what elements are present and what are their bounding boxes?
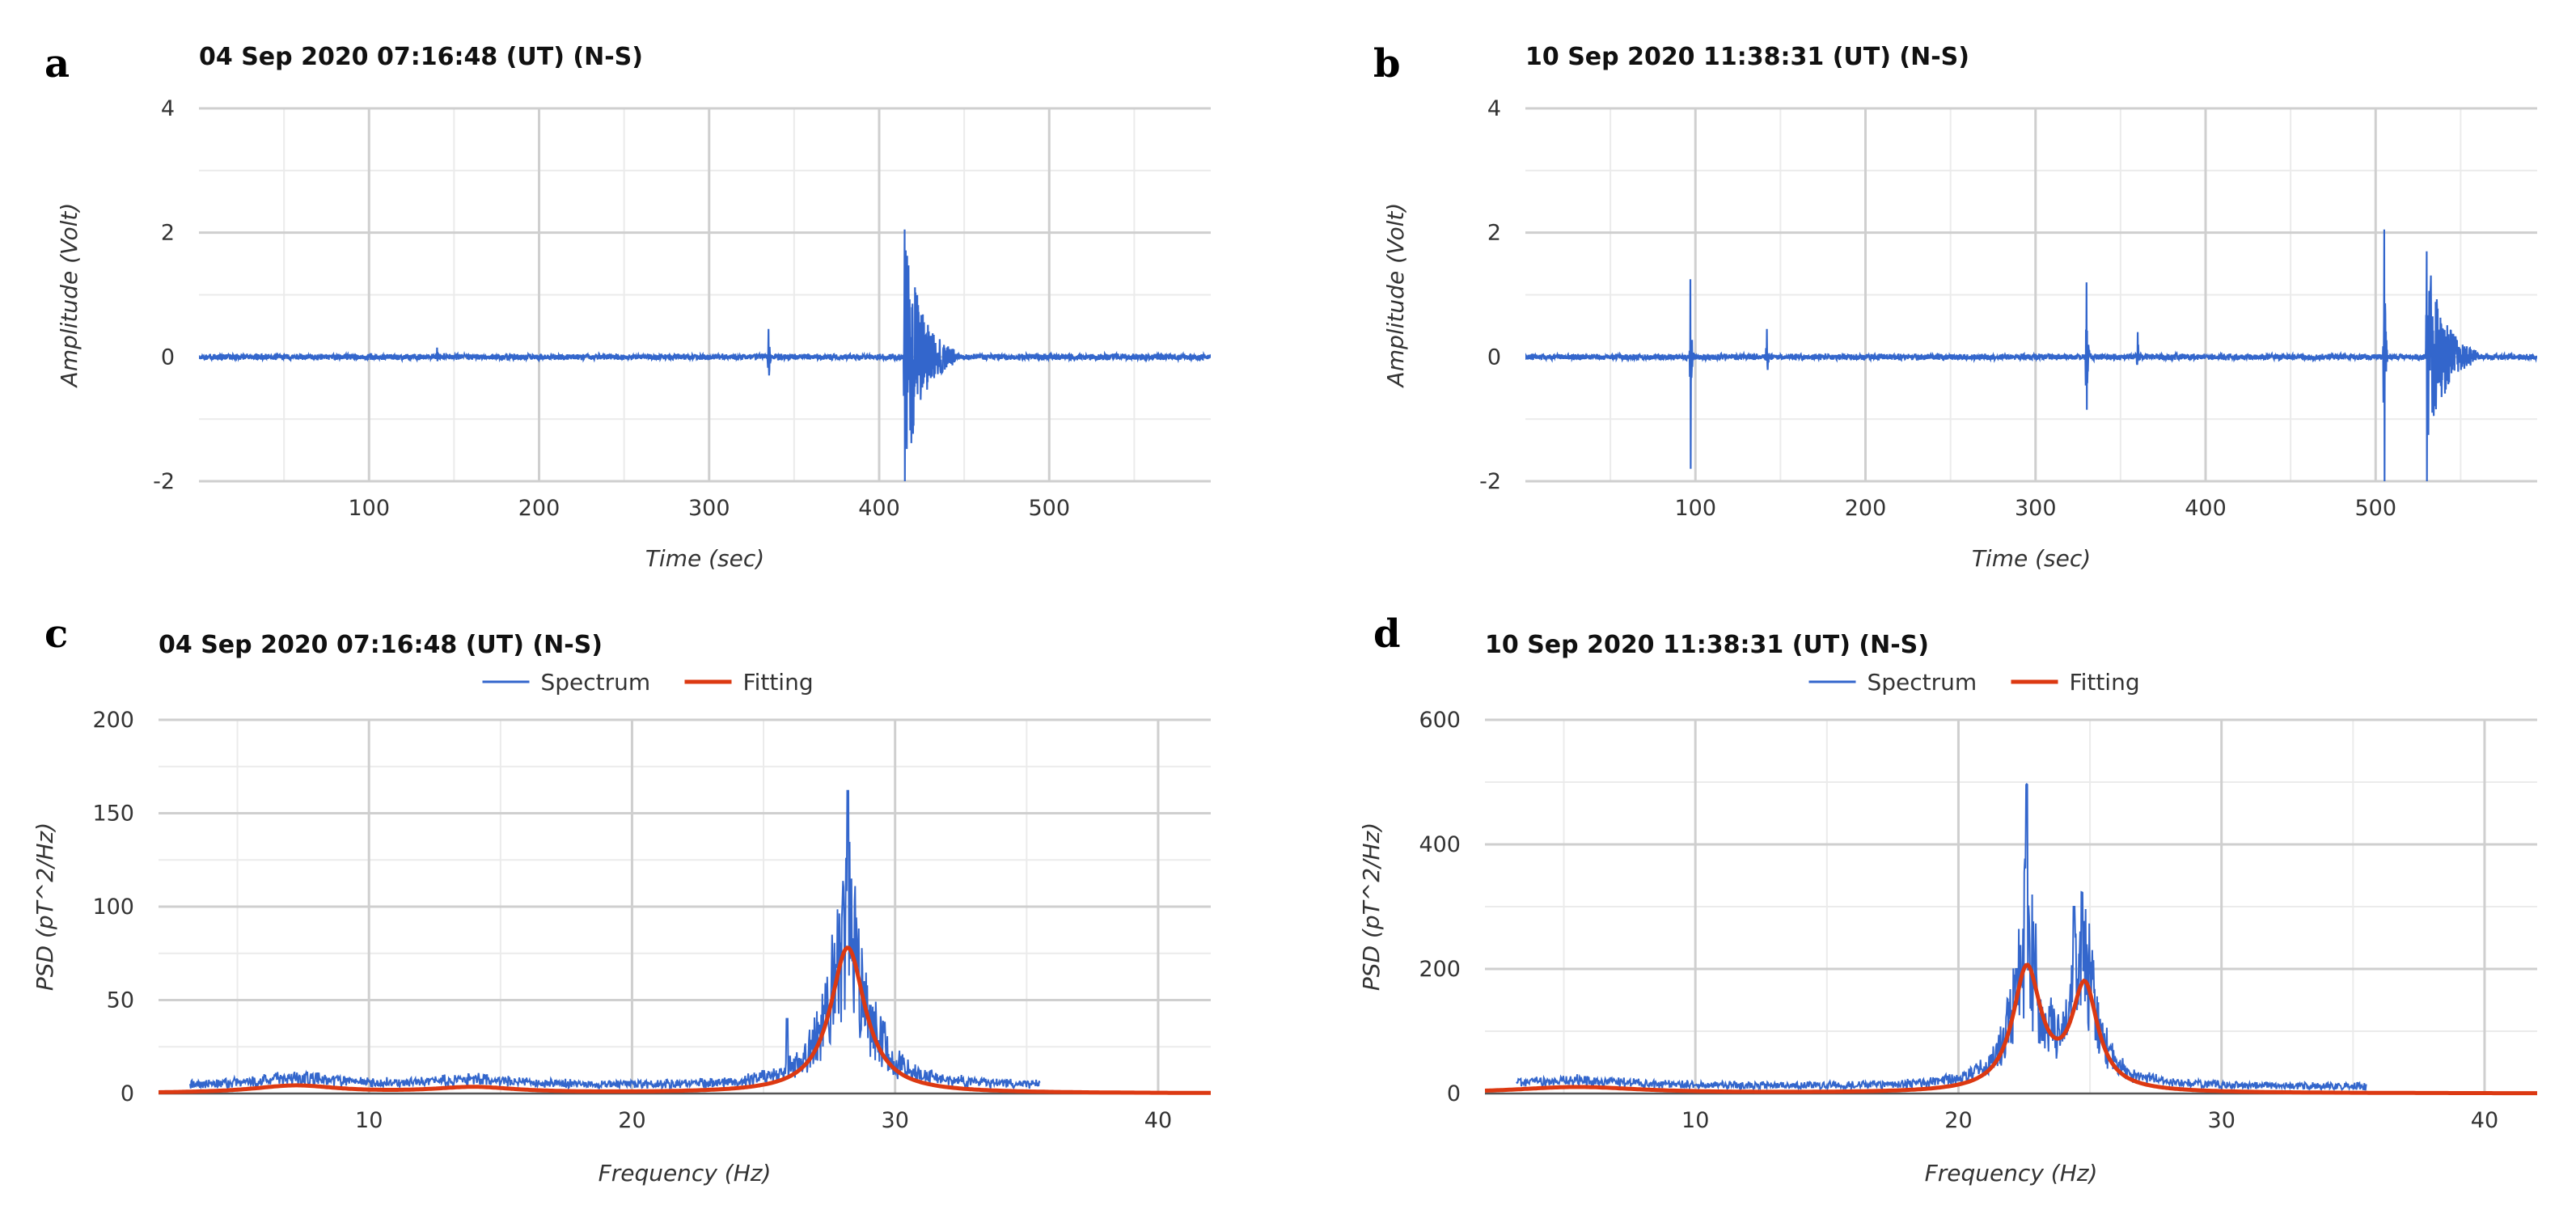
y-tick-label: 2: [1487, 221, 1501, 246]
y-tick-label: 0: [121, 1081, 134, 1106]
legend-label-spectrum: Spectrum: [1867, 669, 1977, 696]
plot-area: [1525, 229, 2537, 482]
plot-area: [159, 789, 1211, 1095]
chart-title: 04 Sep 2020 07:16:48 (UT) (N-S): [159, 631, 603, 659]
y-tick-label: 4: [161, 96, 175, 121]
x-axis-label: Frequency (Hz): [599, 1160, 772, 1187]
legend: Spectrum Fitting: [1808, 669, 2140, 696]
x-axis-label: Time (sec): [645, 545, 764, 572]
y-axis-label: Amplitude (Volt): [56, 203, 82, 389]
legend-label-fitting: Fitting: [2070, 669, 2140, 696]
chart-panel-d: d 10 Sep 2020 11:38:31 (UT) (N-S) 10 20 30 40…: [1358, 611, 2537, 1187]
x-tick-label: 10: [1681, 1108, 1709, 1133]
plot-area: [199, 229, 1211, 482]
plot-area: [1485, 783, 2537, 1096]
x-tick-label: 200: [518, 496, 560, 521]
y-tick-label: 400: [1419, 832, 1461, 857]
y-tick-label: 2: [161, 221, 175, 246]
panel-letter: b: [1373, 41, 1401, 87]
x-tick-label: 10: [355, 1108, 383, 1133]
y-tick-label: 0: [1487, 345, 1501, 370]
x-tick-label: 20: [618, 1108, 645, 1133]
x-tick-label: 400: [2185, 496, 2227, 521]
x-tick-label: 40: [1144, 1108, 1172, 1133]
chart-title: 04 Sep 2020 07:16:48 (UT) (N-S): [199, 43, 643, 71]
chart-panel-a: a 04 Sep 2020 07:16:48 (UT) (N-S) 100 200 30…: [44, 41, 1211, 572]
grid: [159, 718, 1211, 1095]
y-tick-label: 4: [1487, 96, 1501, 121]
x-tick-label: 30: [882, 1108, 909, 1133]
chart-title: 10 Sep 2020 11:38:31 (UT) (N-S): [1485, 631, 1929, 659]
y-tick-label: 100: [92, 895, 134, 920]
series-line-spectrum: [1516, 783, 2367, 1092]
y-tick-label: 200: [92, 708, 134, 733]
chart-panel-b: b 10 Sep 2020 11:38:31 (UT) (N-S) 100 200 30…: [1373, 41, 2537, 572]
x-tick-label: 500: [1028, 496, 1070, 521]
x-tick-label: 400: [858, 496, 900, 521]
series-line-fitting: [159, 945, 1211, 1095]
y-tick-label: 50: [107, 988, 134, 1013]
series-line-fitting: [1485, 962, 2537, 1096]
legend-label-spectrum: Spectrum: [541, 669, 651, 696]
x-tick-label: 500: [2354, 496, 2396, 521]
y-tick-label: 0: [161, 345, 175, 370]
series-line-signal: [1525, 229, 2537, 482]
y-tick-label: -2: [153, 469, 175, 494]
x-axis-label: Frequency (Hz): [1925, 1160, 2098, 1187]
grid: [199, 107, 1211, 483]
x-tick-label: 300: [2015, 496, 2057, 521]
series-line-spectrum: [189, 789, 1041, 1091]
y-tick-label: 150: [92, 802, 134, 827]
y-axis-label: Amplitude (Volt): [1382, 203, 1409, 389]
x-tick-label: 20: [1944, 1108, 1972, 1133]
y-tick-label: 0: [1447, 1081, 1461, 1106]
x-tick-label: 200: [1845, 496, 1887, 521]
panel-letter: c: [44, 611, 68, 657]
y-tick-label: 200: [1419, 957, 1461, 982]
chart-panel-c: c 04 Sep 2020 07:16:48 (UT) (N-S) 10 20 30 40…: [32, 611, 1211, 1187]
panel-letter: d: [1373, 611, 1401, 657]
panel-letter: a: [44, 41, 70, 87]
chart-title: 10 Sep 2020 11:38:31 (UT) (N-S): [1525, 43, 1969, 71]
x-tick-label: 40: [2471, 1108, 2498, 1133]
series-line-signal: [199, 229, 1211, 482]
x-tick-label: 30: [2208, 1108, 2235, 1133]
x-tick-label: 100: [348, 496, 390, 521]
y-tick-label: 600: [1419, 708, 1461, 733]
legend: Spectrum Fitting: [482, 669, 814, 696]
legend-label-fitting: Fitting: [743, 669, 814, 696]
y-axis-label: PSD (pT^2/Hz): [32, 823, 58, 991]
x-tick-label: 100: [1674, 496, 1716, 521]
x-axis-label: Time (sec): [1972, 545, 2091, 572]
y-axis-label: PSD (pT^2/Hz): [1358, 823, 1385, 991]
grid: [1485, 718, 2537, 1095]
x-tick-label: 300: [688, 496, 730, 521]
y-tick-label: -2: [1479, 469, 1501, 494]
grid: [1525, 107, 2537, 483]
